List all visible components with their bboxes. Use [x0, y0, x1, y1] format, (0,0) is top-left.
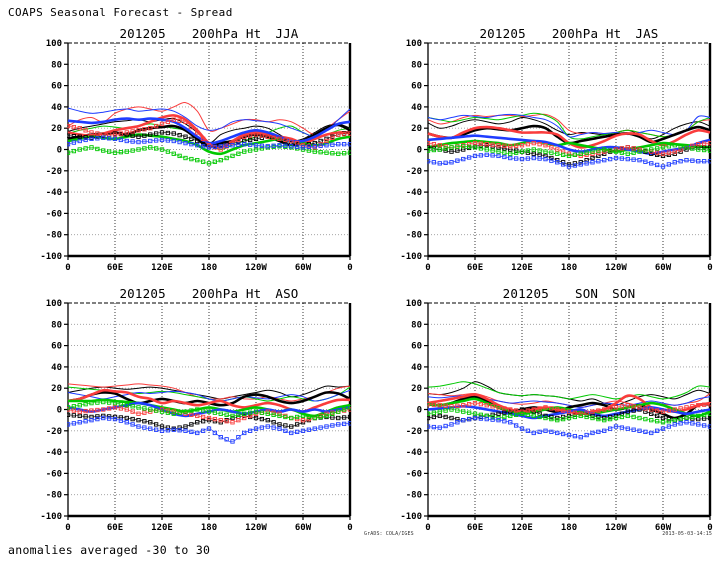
svg-text:80: 80	[411, 60, 422, 70]
svg-text:80: 80	[411, 320, 422, 330]
svg-text:-80: -80	[46, 491, 62, 501]
svg-text:180: 180	[561, 523, 577, 533]
svg-text:60: 60	[51, 82, 62, 92]
panel-level: 200hPa Ht	[551, 26, 622, 41]
svg-text:120W: 120W	[605, 263, 627, 273]
panel-level: SON	[574, 286, 599, 301]
svg-text:-100: -100	[400, 252, 422, 262]
svg-text:100: 100	[406, 39, 422, 49]
svg-text:20: 20	[411, 124, 422, 134]
panel-date: 201205	[502, 286, 549, 301]
panel-season: JJA	[275, 26, 299, 41]
chart-panel-son: -100 -80 -60 -40 -20 0 20 40 60 80 100 0 60E 120E 180 1…	[400, 299, 712, 533]
svg-text:-60: -60	[46, 469, 62, 479]
svg-text:60E: 60E	[467, 523, 483, 533]
svg-text:20: 20	[51, 384, 62, 394]
svg-text:60E: 60E	[467, 263, 483, 273]
svg-text:0: 0	[425, 523, 430, 533]
svg-text:-100: -100	[40, 252, 62, 262]
svg-text:0: 0	[347, 523, 352, 533]
svg-text:0: 0	[417, 146, 422, 156]
svg-text:0: 0	[707, 263, 712, 273]
svg-text:180: 180	[201, 263, 217, 273]
svg-text:-100: -100	[400, 512, 422, 522]
svg-text:80: 80	[51, 60, 62, 70]
svg-text:60E: 60E	[107, 523, 123, 533]
svg-text:40: 40	[51, 363, 62, 373]
svg-text:-60: -60	[406, 469, 422, 479]
svg-text:-80: -80	[406, 491, 422, 501]
svg-text:40: 40	[411, 103, 422, 113]
svg-text:120E: 120E	[151, 523, 173, 533]
svg-text:-60: -60	[46, 209, 62, 219]
svg-text:20: 20	[51, 124, 62, 134]
panel-date: 201205	[119, 286, 166, 301]
panel-title-aso: 201205 200hPa Ht ASO	[68, 286, 350, 301]
panel-title-jja: 201205 200hPa Ht JJA	[68, 26, 350, 41]
timestamp: 2013-05-03-14:15	[662, 531, 712, 537]
svg-text:-20: -20	[406, 167, 422, 177]
panel-date: 201205	[479, 26, 526, 41]
svg-text:100: 100	[46, 299, 62, 309]
svg-text:120E: 120E	[511, 263, 533, 273]
svg-text:60: 60	[411, 342, 422, 352]
svg-text:-40: -40	[406, 448, 422, 458]
svg-text:0: 0	[417, 406, 422, 416]
svg-text:120W: 120W	[245, 523, 267, 533]
svg-text:180: 180	[561, 263, 577, 273]
svg-text:-20: -20	[406, 427, 422, 437]
panel-season: JAS	[635, 26, 659, 41]
svg-text:-40: -40	[46, 448, 62, 458]
svg-text:0: 0	[425, 263, 430, 273]
svg-text:60: 60	[51, 342, 62, 352]
chart-panel-aso: -100 -80 -60 -40 -20 0 20 40 60 80 100 0 60E 120E 180 1…	[40, 299, 352, 533]
panel-season: SON	[612, 286, 636, 301]
svg-text:0: 0	[57, 406, 62, 416]
svg-text:-80: -80	[46, 231, 62, 241]
panel-level: 200hPa Ht	[191, 286, 262, 301]
svg-text:-40: -40	[406, 188, 422, 198]
svg-text:60W: 60W	[655, 263, 672, 273]
svg-text:-40: -40	[46, 188, 62, 198]
svg-text:-20: -20	[46, 427, 62, 437]
svg-text:40: 40	[411, 363, 422, 373]
chart-panel-jja: -100 -80 -60 -40 -20 0 20 40 60 80 100 0 60E 120E 180 1…	[40, 39, 352, 273]
svg-text:180: 180	[201, 523, 217, 533]
svg-text:0: 0	[347, 263, 352, 273]
svg-text:100: 100	[406, 299, 422, 309]
chart-panel-jas: -100 -80 -60 -40 -20 0 20 40 60 80 100 0 60E 120E 180 1…	[400, 39, 712, 273]
svg-text:0: 0	[707, 523, 712, 533]
svg-text:-60: -60	[406, 209, 422, 219]
footer-note: anomalies averaged -30 to 30	[8, 543, 211, 557]
svg-text:0: 0	[57, 146, 62, 156]
svg-text:120E: 120E	[151, 263, 173, 273]
svg-text:80: 80	[51, 320, 62, 330]
panel-title-jas: 201205 200hPa Ht JAS	[428, 26, 710, 41]
svg-text:-20: -20	[46, 167, 62, 177]
panel-level: 200hPa Ht	[191, 26, 262, 41]
svg-text:-80: -80	[406, 231, 422, 241]
svg-text:0: 0	[65, 523, 70, 533]
panel-title-son: 201205 SON SON	[428, 286, 710, 301]
panel-season: ASO	[275, 286, 299, 301]
svg-text:120W: 120W	[245, 263, 267, 273]
svg-text:120E: 120E	[511, 523, 533, 533]
svg-text:-100: -100	[40, 512, 62, 522]
svg-text:40: 40	[51, 103, 62, 113]
page-title: COAPS Seasonal Forecast - Spread	[8, 6, 233, 19]
svg-text:20: 20	[411, 384, 422, 394]
svg-text:60W: 60W	[295, 523, 312, 533]
svg-text:60: 60	[411, 82, 422, 92]
svg-text:100: 100	[46, 39, 62, 49]
panel-date: 201205	[119, 26, 166, 41]
grads-credit: GrADS: COLA/IGES	[364, 531, 414, 537]
svg-text:0: 0	[65, 263, 70, 273]
svg-text:60W: 60W	[295, 263, 312, 273]
svg-text:120W: 120W	[605, 523, 627, 533]
svg-text:60W: 60W	[655, 523, 672, 533]
svg-text:60E: 60E	[107, 263, 123, 273]
